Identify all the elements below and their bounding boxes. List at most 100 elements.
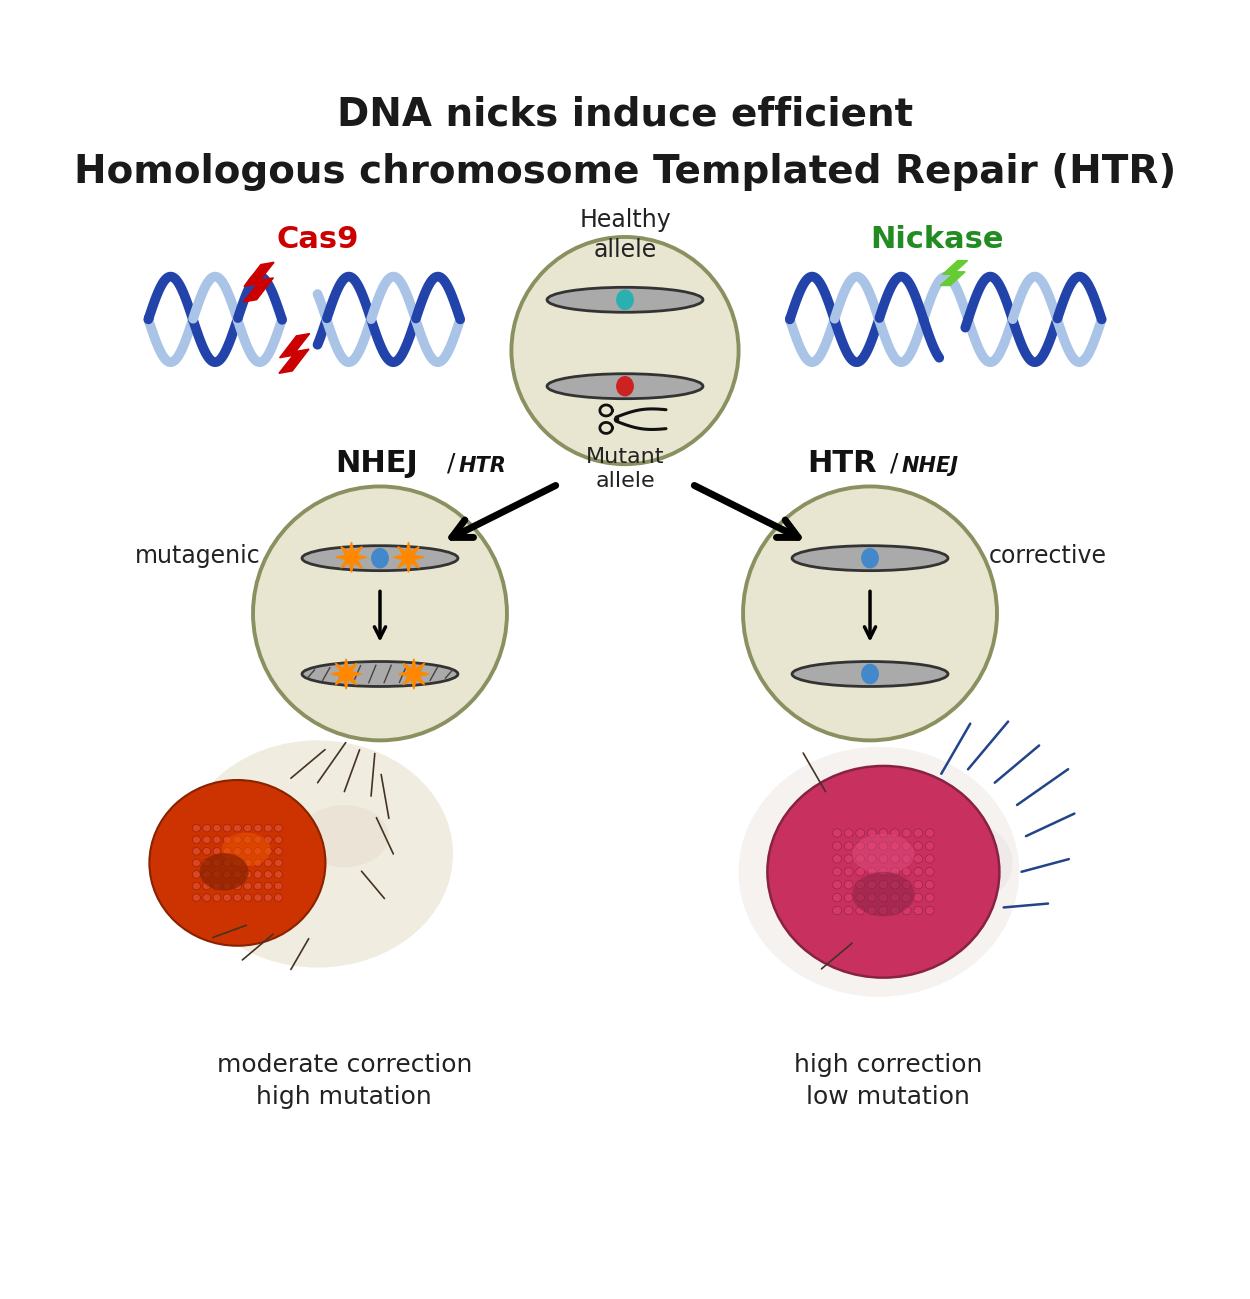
Text: /: / — [890, 452, 898, 475]
Text: Mutant
allele: Mutant allele — [586, 447, 664, 491]
Ellipse shape — [202, 870, 211, 878]
Ellipse shape — [832, 894, 841, 902]
Ellipse shape — [244, 882, 251, 890]
Ellipse shape — [616, 375, 634, 396]
Text: HTR: HTR — [808, 449, 877, 478]
Ellipse shape — [853, 834, 915, 874]
Ellipse shape — [925, 894, 934, 902]
Ellipse shape — [879, 868, 888, 876]
Ellipse shape — [202, 894, 211, 902]
Ellipse shape — [302, 661, 458, 686]
Ellipse shape — [221, 833, 271, 866]
Text: corrective: corrective — [989, 543, 1108, 568]
Ellipse shape — [832, 842, 841, 850]
Ellipse shape — [244, 825, 251, 831]
Ellipse shape — [244, 859, 251, 866]
Ellipse shape — [832, 829, 841, 838]
Ellipse shape — [742, 486, 998, 740]
Ellipse shape — [867, 881, 876, 889]
Text: /: / — [446, 452, 455, 475]
Ellipse shape — [902, 829, 911, 838]
Ellipse shape — [300, 805, 389, 868]
Ellipse shape — [224, 894, 231, 902]
Ellipse shape — [890, 842, 900, 850]
Ellipse shape — [856, 842, 865, 850]
Ellipse shape — [914, 868, 922, 876]
Ellipse shape — [264, 882, 272, 890]
Ellipse shape — [254, 894, 262, 902]
Text: Nickase: Nickase — [870, 225, 1004, 253]
Ellipse shape — [234, 837, 241, 843]
Ellipse shape — [879, 881, 888, 889]
Ellipse shape — [254, 859, 262, 866]
Ellipse shape — [914, 881, 922, 889]
Ellipse shape — [234, 825, 241, 831]
Ellipse shape — [844, 894, 852, 902]
Text: HTR: HTR — [459, 456, 506, 477]
Ellipse shape — [548, 374, 702, 399]
Ellipse shape — [856, 907, 865, 914]
Ellipse shape — [264, 859, 272, 866]
Ellipse shape — [844, 881, 852, 889]
Ellipse shape — [616, 290, 634, 310]
Ellipse shape — [879, 907, 888, 914]
Ellipse shape — [202, 882, 211, 890]
Ellipse shape — [879, 855, 888, 863]
Ellipse shape — [253, 486, 508, 740]
Ellipse shape — [867, 829, 876, 838]
Ellipse shape — [192, 825, 200, 831]
Text: NHEJ: NHEJ — [335, 449, 419, 478]
Ellipse shape — [844, 829, 852, 838]
Ellipse shape — [890, 829, 900, 838]
Ellipse shape — [234, 894, 241, 902]
Ellipse shape — [856, 829, 865, 838]
Ellipse shape — [890, 855, 900, 863]
Text: Homologous chromosome Templated Repair (HTR): Homologous chromosome Templated Repair (… — [74, 153, 1176, 191]
Ellipse shape — [832, 855, 841, 863]
Ellipse shape — [302, 546, 458, 570]
Ellipse shape — [202, 859, 211, 866]
Ellipse shape — [844, 868, 852, 876]
Ellipse shape — [879, 829, 888, 838]
Ellipse shape — [202, 837, 211, 843]
Ellipse shape — [861, 664, 879, 685]
Ellipse shape — [925, 907, 934, 914]
Ellipse shape — [234, 870, 241, 878]
Ellipse shape — [768, 766, 1000, 978]
Ellipse shape — [275, 837, 282, 843]
Ellipse shape — [264, 894, 272, 902]
Ellipse shape — [902, 881, 911, 889]
Ellipse shape — [244, 870, 251, 878]
Ellipse shape — [224, 825, 231, 831]
Polygon shape — [394, 542, 424, 573]
Ellipse shape — [902, 842, 911, 850]
Ellipse shape — [792, 661, 948, 686]
Ellipse shape — [925, 868, 934, 876]
Ellipse shape — [234, 859, 241, 866]
Text: moderate correction
high mutation: moderate correction high mutation — [216, 1053, 472, 1109]
Ellipse shape — [924, 822, 1013, 903]
Ellipse shape — [856, 894, 865, 902]
Ellipse shape — [213, 825, 221, 831]
Ellipse shape — [867, 842, 876, 850]
Ellipse shape — [244, 837, 251, 843]
Ellipse shape — [275, 825, 282, 831]
Polygon shape — [940, 261, 968, 286]
Ellipse shape — [254, 837, 262, 843]
Ellipse shape — [202, 847, 211, 855]
Ellipse shape — [925, 829, 934, 838]
Ellipse shape — [264, 837, 272, 843]
Ellipse shape — [867, 907, 876, 914]
Ellipse shape — [511, 236, 739, 464]
Ellipse shape — [224, 870, 231, 878]
Ellipse shape — [371, 548, 389, 569]
Ellipse shape — [832, 868, 841, 876]
Polygon shape — [336, 542, 366, 573]
Ellipse shape — [202, 825, 211, 831]
Ellipse shape — [254, 882, 262, 890]
Ellipse shape — [861, 548, 879, 569]
Ellipse shape — [275, 894, 282, 902]
Ellipse shape — [914, 907, 922, 914]
Ellipse shape — [254, 847, 262, 855]
Ellipse shape — [925, 855, 934, 863]
